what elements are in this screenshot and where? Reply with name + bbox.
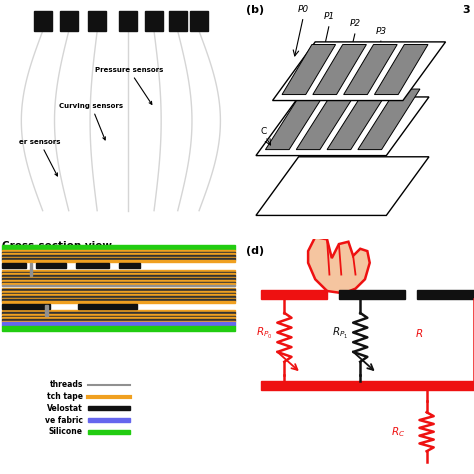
Bar [2,291,235,292]
Bar [2,298,235,300]
Text: Cross-section view: Cross-section view [2,240,112,251]
Bar [2,283,235,285]
Bar [2,320,235,322]
Bar [34,11,52,31]
Text: ve fabric: ve fabric [45,416,83,425]
Bar [45,305,48,316]
Bar [2,250,235,252]
Bar [2,270,235,272]
Bar [2,292,235,294]
Bar [2,317,235,319]
Text: $R_{P_0}$: $R_{P_0}$ [256,326,273,341]
Polygon shape [265,89,328,150]
Bar [2,322,235,326]
Text: $R_{P_1}$: $R_{P_1}$ [332,326,348,341]
Text: 3: 3 [462,5,470,15]
Text: (b): (b) [246,5,264,15]
Polygon shape [327,89,389,150]
Polygon shape [256,97,429,155]
Bar [76,263,109,268]
Bar [2,285,235,286]
Bar [2,316,235,317]
Bar [36,263,66,268]
Text: Pressure sensors: Pressure sensors [95,67,163,104]
Text: C: C [261,127,267,136]
Bar [60,11,78,31]
Text: $R_C$: $R_C$ [391,425,405,438]
Bar [2,272,235,273]
Bar [2,245,235,250]
Bar [78,304,137,309]
Text: $R$: $R$ [415,327,423,339]
Bar [2,310,235,312]
Bar [261,290,327,299]
Text: P1: P1 [324,12,335,21]
Bar [2,288,235,289]
Bar [2,314,235,316]
Bar [169,11,187,31]
Text: threads: threads [50,380,83,389]
Bar [145,11,163,31]
Polygon shape [374,45,428,94]
Bar [2,301,235,303]
Bar [2,260,235,262]
Bar [2,273,235,275]
Text: Silicone: Silicone [49,427,83,436]
Text: er sensors: er sensors [19,138,61,176]
Text: tch tape: tch tape [47,392,83,401]
Bar [118,263,140,268]
Text: P2: P2 [350,19,361,28]
Bar [2,304,50,309]
Bar [2,312,235,314]
Bar [119,11,137,31]
Text: P0: P0 [298,5,309,14]
Bar [2,253,235,255]
Bar [2,258,235,260]
Bar [2,300,235,301]
Polygon shape [256,157,429,215]
Bar [88,429,130,434]
Bar [190,11,208,31]
Bar [88,418,130,422]
Polygon shape [344,45,397,94]
Bar [417,290,474,299]
Bar [2,280,235,282]
Bar [2,278,235,280]
Text: P3: P3 [376,27,387,36]
Bar [2,326,235,331]
Bar [88,406,130,410]
Bar [2,289,235,291]
Polygon shape [273,42,446,100]
Bar [2,257,235,258]
Polygon shape [313,45,366,94]
Bar [2,263,26,268]
Bar [2,294,235,296]
Bar [88,11,106,31]
Bar [2,255,235,257]
Text: (d): (d) [246,246,264,256]
Text: Curving sensors: Curving sensors [59,103,123,140]
Polygon shape [296,89,358,150]
Bar [2,319,235,320]
Polygon shape [282,45,336,94]
Bar [2,296,235,298]
Text: Velostat: Velostat [47,404,83,413]
Polygon shape [358,89,420,150]
Polygon shape [308,237,370,293]
Bar [29,263,32,276]
Bar [2,252,235,253]
Bar [2,277,235,278]
Bar [339,290,405,299]
Bar [261,381,474,390]
Bar [2,282,235,283]
Bar [2,275,235,277]
